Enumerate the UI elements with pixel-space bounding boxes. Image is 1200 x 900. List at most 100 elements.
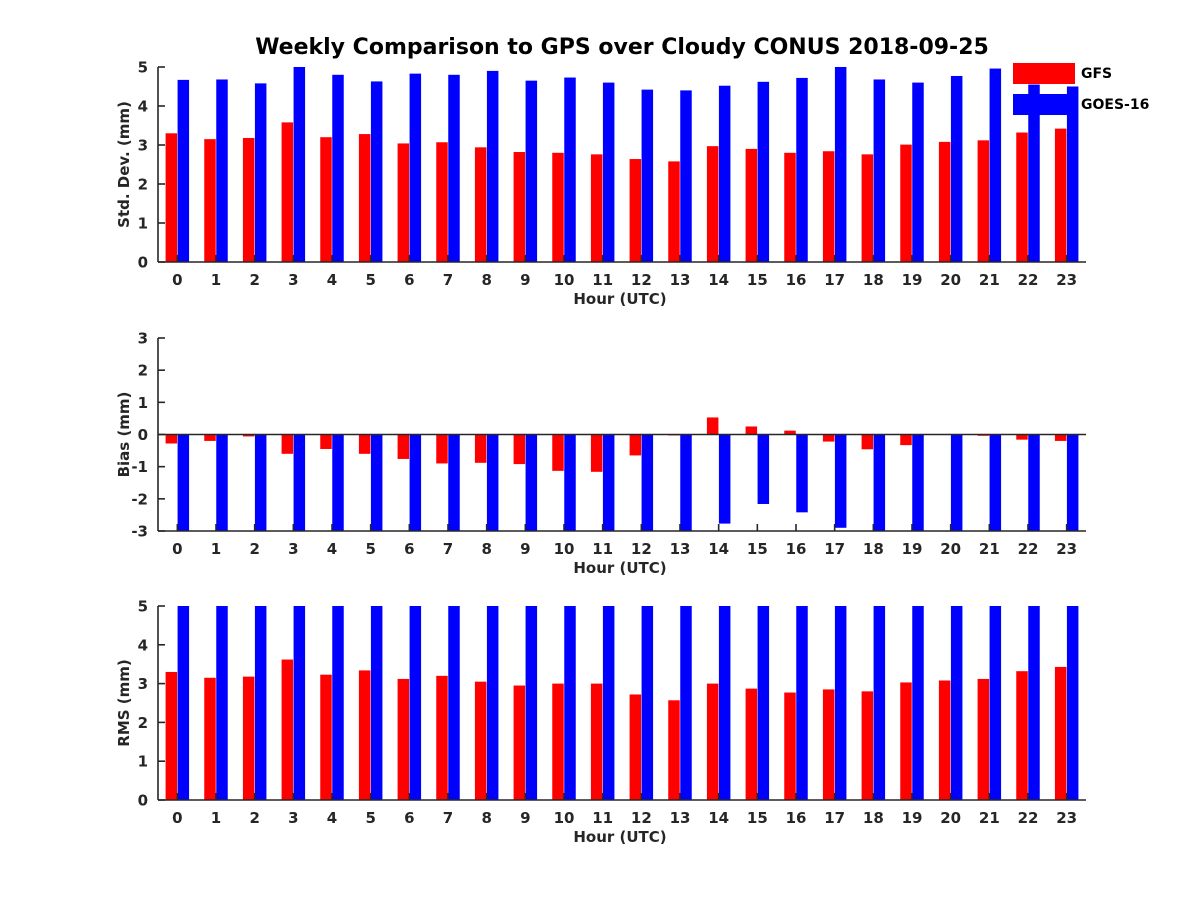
rms-bar-gfs-0 xyxy=(165,671,178,800)
legend-swatch-gfs xyxy=(1013,63,1075,84)
std-bar-goes-16-3 xyxy=(293,67,306,262)
bias-x-tick-label: 11 xyxy=(592,540,613,558)
std-x-tick-label: 2 xyxy=(249,271,259,289)
std-bar-goes-16-7 xyxy=(448,74,460,262)
std-bar-gfs-0 xyxy=(165,133,178,262)
std-bar-goes-16-6 xyxy=(409,73,422,262)
rms-bar-goes-16-21 xyxy=(989,606,1002,800)
bias-x-tick-label: 7 xyxy=(443,540,453,558)
bias-x-tick-label: 15 xyxy=(747,540,768,558)
bias-bar-gfs-16 xyxy=(784,430,796,435)
bias-x-tick-label: 23 xyxy=(1056,540,1077,558)
rms-bar-goes-16-11 xyxy=(602,606,615,800)
std-y-tick-label: 5 xyxy=(138,59,148,77)
std-bar-gfs-21 xyxy=(977,140,990,262)
rms-x-tick-label: 9 xyxy=(520,809,530,827)
bias-x-tick-label: 9 xyxy=(520,540,530,558)
std-bar-goes-16-20 xyxy=(950,75,963,262)
rms-bar-goes-16-15 xyxy=(757,606,770,800)
bias-bar-goes-16-21 xyxy=(989,434,1002,531)
std-bar-goes-16-2 xyxy=(254,83,267,262)
bias-x-tick-label: 22 xyxy=(1018,540,1039,558)
rms-x-tick-label: 12 xyxy=(631,809,652,827)
bias-x-tick-label: 18 xyxy=(863,540,884,558)
legend-swatch-goes-16 xyxy=(1013,94,1075,115)
bias-bar-gfs-22 xyxy=(1016,434,1028,440)
rms-bar-goes-16-2 xyxy=(254,606,267,800)
bias-x-tick-label: 0 xyxy=(172,540,182,558)
rms-x-tick-label: 6 xyxy=(404,809,414,827)
bias-bar-gfs-0 xyxy=(165,434,178,444)
std-bar-gfs-1 xyxy=(204,139,216,262)
rms-bar-gfs-12 xyxy=(629,694,642,800)
std-bar-gfs-15 xyxy=(745,148,758,262)
rms-bar-goes-16-0 xyxy=(177,606,190,800)
std-x-tick-label: 20 xyxy=(940,271,961,289)
rms-x-tick-label: 3 xyxy=(288,809,298,827)
rms-bar-gfs-6 xyxy=(397,678,410,800)
std-bar-gfs-4 xyxy=(320,137,332,262)
std-x-tick-label: 6 xyxy=(404,271,414,289)
std-bar-goes-16-21 xyxy=(989,68,1002,262)
std-bar-goes-16-19 xyxy=(912,82,924,262)
rms-bar-gfs-2 xyxy=(242,676,255,800)
std-x-tick-label: 4 xyxy=(327,271,337,289)
std-x-tick-label: 0 xyxy=(172,271,182,289)
std-bar-goes-16-11 xyxy=(602,82,615,262)
bias-bar-gfs-3 xyxy=(281,434,294,454)
rms-x-tick-label: 15 xyxy=(747,809,768,827)
bias-x-tick-label: 8 xyxy=(481,540,491,558)
std-x-axis-label: Hour (UTC) xyxy=(573,290,666,308)
bias-bar-goes-16-22 xyxy=(1028,434,1040,531)
std-bar-goes-16-4 xyxy=(332,74,344,262)
rms-x-tick-label: 2 xyxy=(249,809,259,827)
bias-bar-gfs-19 xyxy=(900,434,912,446)
bias-bar-goes-16-4 xyxy=(332,434,344,531)
std-x-tick-label: 3 xyxy=(288,271,298,289)
std-bar-gfs-19 xyxy=(900,144,912,262)
bias-y-axis-label: Bias (mm) xyxy=(115,392,133,478)
std-y-tick-label: 3 xyxy=(138,137,148,155)
std-x-tick-label: 13 xyxy=(670,271,691,289)
legend-label-goes-16: GOES-16 xyxy=(1081,97,1149,113)
std-bar-gfs-18 xyxy=(861,154,874,262)
std-x-tick-label: 18 xyxy=(863,271,884,289)
std-bar-goes-16-17 xyxy=(834,67,847,262)
bias-bar-gfs-5 xyxy=(358,434,371,454)
rms-bar-gfs-14 xyxy=(706,683,719,800)
rms-y-tick-label: 2 xyxy=(138,714,148,732)
rms-y-tick-label: 4 xyxy=(138,636,148,654)
rms-bar-gfs-23 xyxy=(1054,666,1067,800)
std-bar-goes-16-16 xyxy=(796,77,808,262)
rms-y-axis-label: RMS (mm) xyxy=(115,659,133,746)
rms-bar-goes-16-20 xyxy=(950,606,963,800)
rms-bar-goes-16-8 xyxy=(486,606,499,800)
bias-y-tick-label: 2 xyxy=(138,362,148,380)
std-x-tick-label: 8 xyxy=(481,271,491,289)
bias-x-tick-label: 21 xyxy=(979,540,1000,558)
rms-bar-goes-16-6 xyxy=(409,606,422,800)
bias-y-tick-label: -3 xyxy=(131,523,148,541)
rms-x-tick-label: 1 xyxy=(211,809,221,827)
bias-x-tick-label: 13 xyxy=(670,540,691,558)
rms-bar-goes-16-5 xyxy=(370,606,383,800)
bias-bar-gfs-8 xyxy=(474,434,487,463)
bias-bar-goes-16-0 xyxy=(177,434,190,531)
legend: GFS GOES-16 xyxy=(1013,63,1149,115)
bias-bar-goes-16-18 xyxy=(873,434,886,531)
std-x-tick-label: 7 xyxy=(443,271,453,289)
std-bar-gfs-7 xyxy=(436,142,448,262)
rms-bar-gfs-5 xyxy=(358,670,371,800)
std-bar-gfs-8 xyxy=(474,147,487,262)
std-bar-goes-16-0 xyxy=(177,79,190,263)
rms-bar-gfs-17 xyxy=(822,689,835,800)
legend-label-gfs: GFS xyxy=(1081,66,1112,82)
rms-x-tick-label: 23 xyxy=(1056,809,1077,827)
std-bar-goes-16-13 xyxy=(680,90,692,263)
rms-x-tick-label: 18 xyxy=(863,809,884,827)
std-y-tick-label: 4 xyxy=(138,98,148,116)
bias-bar-gfs-23 xyxy=(1054,434,1067,441)
std-bar-goes-16-5 xyxy=(370,81,383,263)
